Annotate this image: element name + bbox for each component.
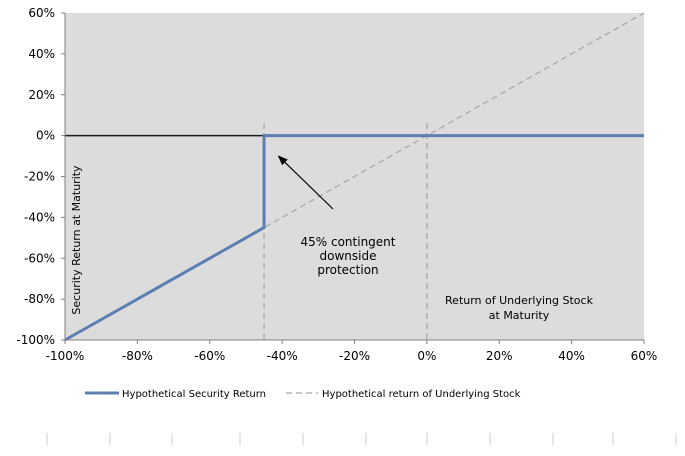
x-tick-label: -20% bbox=[339, 349, 370, 363]
legend-label-1: Hypothetical return of Underlying Stock bbox=[322, 389, 521, 400]
legend-label-0: Hypothetical Security Return bbox=[122, 389, 266, 400]
x-axis-title-line: at Maturity bbox=[489, 309, 550, 322]
y-tick-label: -100% bbox=[16, 333, 55, 347]
y-tick-label: -80% bbox=[24, 292, 55, 306]
y-tick-label: -20% bbox=[24, 170, 55, 184]
y-axis-title: Security Return at Maturity bbox=[70, 165, 83, 315]
y-tick-label: -40% bbox=[24, 210, 55, 224]
annotation-text-line: protection bbox=[317, 263, 378, 277]
y-tick-label: 60% bbox=[28, 6, 55, 20]
x-tick-label: -80% bbox=[122, 349, 153, 363]
annotation-text-line: downside bbox=[320, 249, 377, 263]
x-tick-label: 60% bbox=[631, 349, 658, 363]
annotation-arrow bbox=[277, 155, 334, 210]
y-tick-label: 20% bbox=[28, 88, 55, 102]
annotation-text-line: 45% contingent bbox=[301, 235, 396, 249]
x-tick-label: -60% bbox=[194, 349, 225, 363]
y-tick-label: -60% bbox=[24, 251, 55, 265]
x-tick-label: -100% bbox=[46, 349, 85, 363]
y-tick-label: 40% bbox=[28, 47, 55, 61]
series-line-0 bbox=[64, 134, 644, 342]
x-axis-title-line: Return of Underlying Stock bbox=[445, 294, 594, 307]
x-tick-label: 40% bbox=[558, 349, 585, 363]
y-tick-label: 0% bbox=[36, 129, 55, 143]
x-tick-label: 20% bbox=[486, 349, 513, 363]
x-tick-label: -40% bbox=[267, 349, 298, 363]
x-tick-label: 0% bbox=[417, 349, 436, 363]
